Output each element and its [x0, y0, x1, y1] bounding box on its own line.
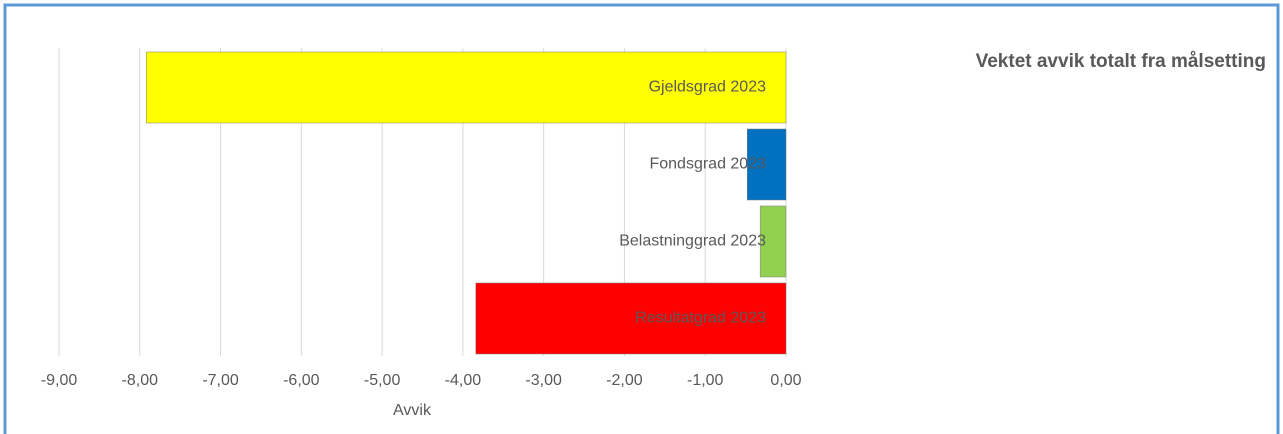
category-label: Belastninggrad 2023: [619, 233, 766, 250]
x-tick-label: -5,00: [364, 372, 401, 389]
x-tick-label: -9,00: [41, 372, 78, 389]
category-label: Fondsgrad 2023: [649, 156, 766, 173]
x-tick-label: -1,00: [687, 372, 724, 389]
bar: [746, 128, 787, 201]
x-tick-label: -2,00: [606, 372, 643, 389]
category-label: Resultatgrad 2023: [635, 310, 766, 327]
bar: [759, 205, 787, 278]
bar: [145, 51, 787, 124]
x-tick-label: -4,00: [445, 372, 482, 389]
x-axis-label: Avvik: [393, 402, 432, 419]
frame: [3, 3, 1280, 434]
x-tick-label: 0,00: [770, 372, 801, 389]
x-tick-label: -7,00: [202, 372, 239, 389]
chart-title: Vektet avvik totalt fra målsetting: [976, 51, 1266, 72]
category-label: Gjeldsgrad 2023: [649, 79, 767, 96]
x-tick-label: -6,00: [283, 372, 320, 389]
x-tick-label: -8,00: [122, 372, 159, 389]
x-tick-label: -3,00: [525, 372, 562, 389]
bar: [475, 282, 787, 355]
